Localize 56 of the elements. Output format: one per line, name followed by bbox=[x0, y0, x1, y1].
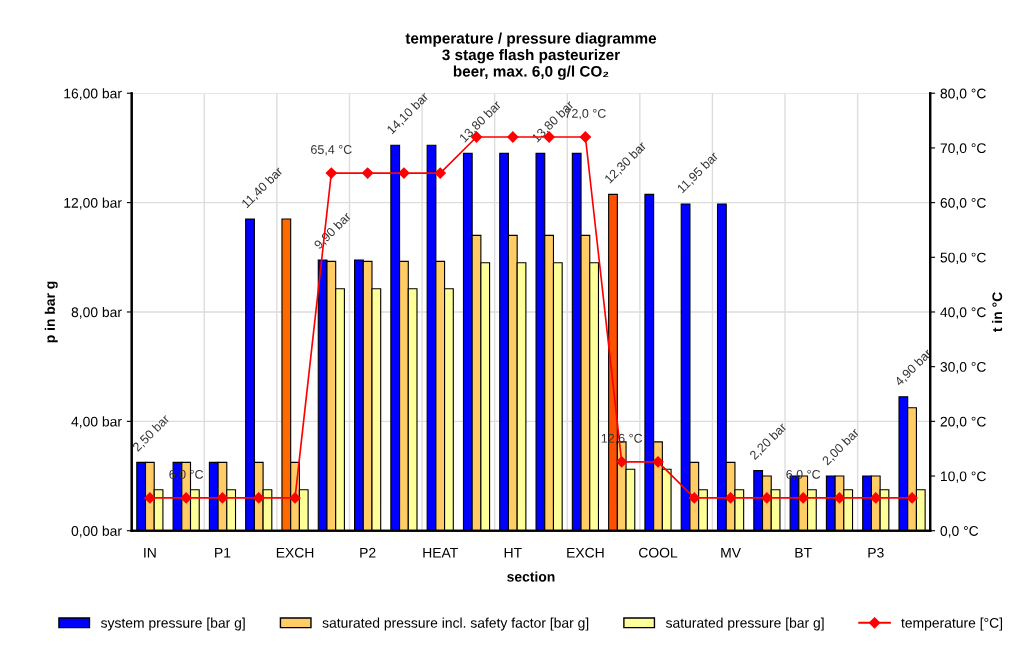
legend-label: temperature [°C] bbox=[901, 617, 1003, 631]
point bbox=[870, 492, 882, 504]
y-tick-label: 12,00 bar bbox=[64, 197, 122, 210]
x-tick-label: BT bbox=[795, 547, 812, 558]
y-tick-label: 16,00 bar bbox=[64, 88, 122, 101]
point bbox=[652, 456, 664, 468]
x-tick-label: MV bbox=[721, 547, 741, 558]
y-tick-label: 4,00 bar bbox=[71, 416, 122, 429]
y2-tick-label: 30,0 °C bbox=[940, 362, 986, 374]
point bbox=[398, 167, 410, 179]
point bbox=[144, 492, 156, 504]
x-tick-label: EXCH bbox=[567, 547, 604, 558]
x-tick-label: HEAT bbox=[423, 547, 458, 558]
y-axis-title: p in bar g bbox=[44, 281, 58, 343]
chart-title: temperature / pressure diagramme 3 stage flash pasteurizer beer, max. 6,0 g/l CO₂ bbox=[405, 32, 657, 80]
x-tick-label: IN bbox=[144, 547, 156, 558]
x-tick-label: P3 bbox=[868, 547, 884, 558]
data-label: 12,6 °C bbox=[601, 433, 643, 445]
y2-tick-label: 50,0 °C bbox=[940, 252, 986, 265]
x-tick-label: P2 bbox=[360, 547, 376, 558]
point bbox=[289, 492, 301, 504]
y2-tick-label: 10,0 °C bbox=[941, 471, 986, 483]
point bbox=[688, 492, 700, 504]
point bbox=[180, 492, 192, 504]
legend-label: saturated pressure [bar g] bbox=[665, 617, 824, 631]
x-axis-title: section bbox=[507, 571, 555, 582]
y2-tick-label: 80,0 °C bbox=[940, 88, 986, 101]
x-tick-label: COOL bbox=[639, 547, 678, 558]
y2-tick-label: 60,0 °C bbox=[940, 197, 986, 210]
point bbox=[507, 131, 519, 143]
y-tick-label: 8,00 bar bbox=[71, 306, 122, 319]
x-tick-label: HT bbox=[504, 547, 522, 558]
point bbox=[579, 131, 592, 143]
point bbox=[216, 492, 229, 504]
point bbox=[833, 492, 846, 504]
y2-tick-label: 40,0 °C bbox=[940, 307, 986, 319]
x-tick-label: P1 bbox=[215, 547, 231, 558]
y2-axis-title: t in °C bbox=[991, 292, 1003, 332]
x-tick-label: EXCH bbox=[276, 547, 314, 558]
legend-label: saturated pressure incl. safety factor [bar g] bbox=[322, 617, 589, 631]
y2-tick-label: 0,0 °C bbox=[940, 526, 979, 538]
point bbox=[325, 167, 337, 179]
legend-label: system pressure [bar g] bbox=[100, 617, 245, 631]
point bbox=[362, 167, 374, 179]
point bbox=[724, 492, 737, 504]
point bbox=[906, 492, 918, 504]
point bbox=[761, 492, 773, 504]
data-label: 65,4 °C bbox=[311, 145, 352, 156]
y2-tick-label: 20,0 °C bbox=[940, 416, 986, 429]
point bbox=[797, 492, 809, 504]
y2-tick-label: 70,0 °C bbox=[940, 143, 986, 155]
y-tick-label: 0,00 bar bbox=[71, 525, 122, 538]
point bbox=[616, 456, 628, 468]
point bbox=[434, 167, 446, 179]
point bbox=[253, 492, 265, 504]
data-label: 9,90 bar bbox=[313, 211, 353, 251]
